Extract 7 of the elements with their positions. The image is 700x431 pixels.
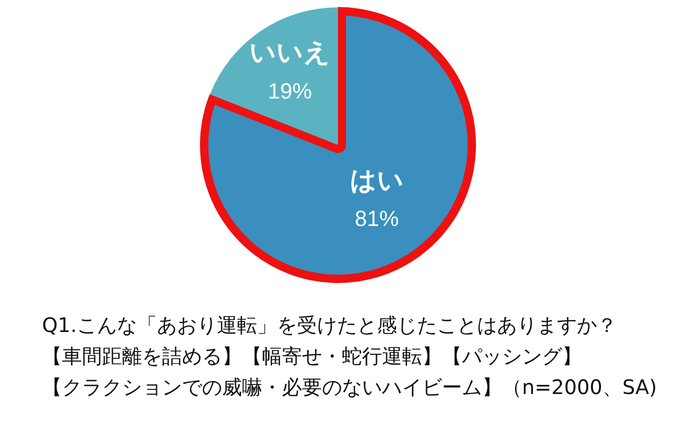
text: 【車間距離を詰める】【幅寄せ・蛇行運転】【パッシング】: [42, 343, 583, 370]
slice-label: はい: [350, 166, 404, 196]
slice-label: いいえ: [249, 38, 330, 68]
data-label: 19%: [268, 78, 312, 104]
text: 【クラクションでの威嚇・必要のないハイビーム】（n=2000、SA): [42, 374, 657, 401]
text: Q1.こんな「あおり運転」を受けたと感じたことはありますか？: [42, 312, 618, 339]
data-label: 81%: [354, 206, 399, 232]
